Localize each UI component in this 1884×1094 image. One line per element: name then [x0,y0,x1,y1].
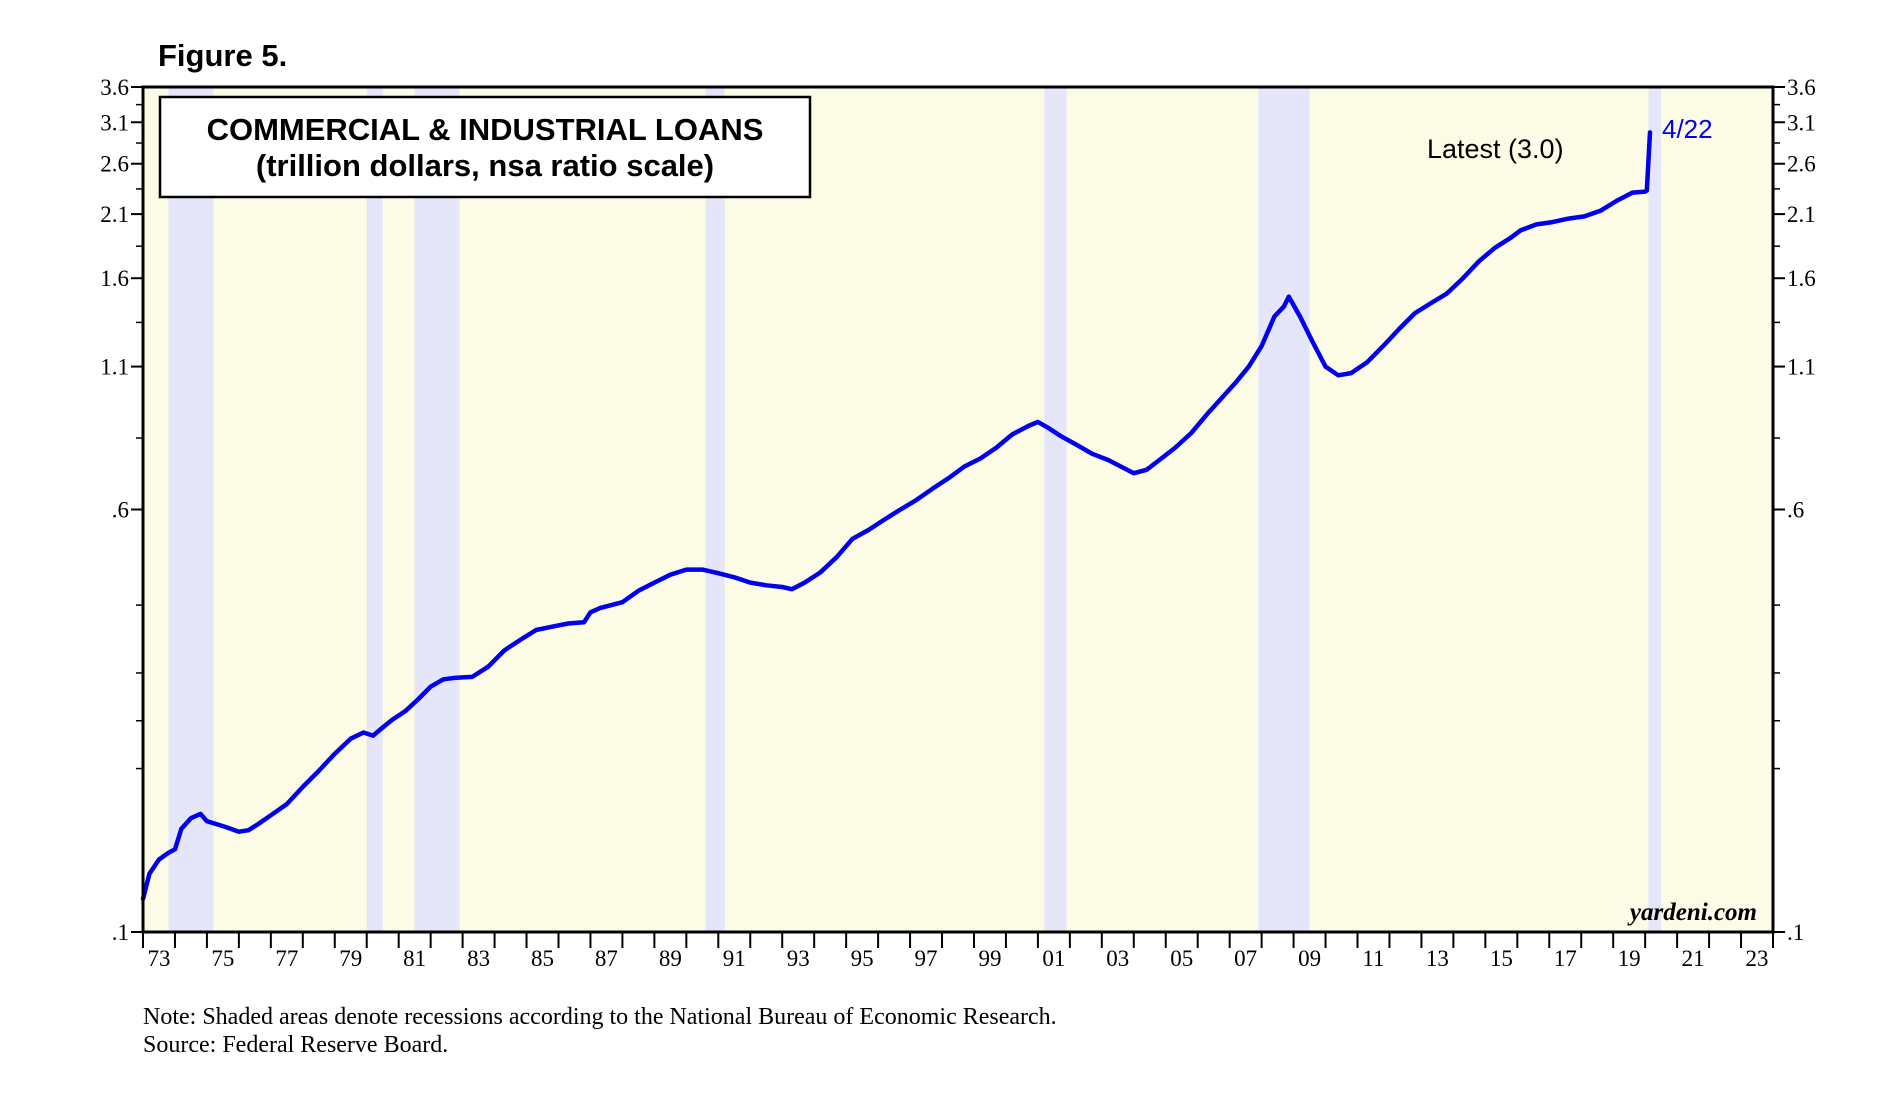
latest-date-label: 4/22 [1662,114,1713,144]
y-tick-label-right: 2.6 [1787,152,1816,177]
x-tick-label: 99 [978,946,1001,971]
x-tick-label: 03 [1106,946,1129,971]
x-tick-label: 21 [1682,946,1705,971]
x-tick-label: 17 [1554,946,1577,971]
x-tick-label: 91 [723,946,746,971]
y-tick-label-left: 1.1 [100,355,129,380]
chart-subtitle: (trillion dollars, nsa ratio scale) [256,148,714,183]
footnote-note: Note: Shaded areas denote recessions acc… [143,1004,1057,1030]
watermark: yardeni.com [1627,899,1757,926]
y-tick-label-right: .1 [1787,920,1804,945]
x-tick-label: 81 [403,946,426,971]
plot-frame [141,85,1775,934]
x-tick-label: 73 [147,946,170,971]
x-tick-label: 05 [1170,946,1193,971]
y-tick-label-left: 1.6 [100,266,129,291]
y-tick-label-left: 3.1 [100,110,129,135]
x-tick-label: 15 [1490,946,1513,971]
x-tick-label: 97 [915,946,938,971]
y-tick-label-right: 2.1 [1787,202,1816,227]
x-tick-label: 75 [211,946,234,971]
x-tick-label: 77 [275,946,298,971]
x-tick-label: 85 [531,946,554,971]
y-tick-label-right: 3.1 [1787,110,1816,135]
plot-background [143,87,1773,932]
x-tick-label: 93 [787,946,810,971]
recession-band [366,87,383,932]
y-tick-label-left: .6 [112,498,129,523]
y-tick-label-right: 3.6 [1787,75,1816,100]
axis-tick-labels: 3.6 3.6 3.1 3.1 2.6 2.6 2.1 2.1 1.6 1.6 1.1 1.1 .6 .6… [100,75,1816,971]
x-tick-label: 19 [1618,946,1641,971]
recession-band [705,87,725,932]
recession-band [414,87,460,932]
y-tick-label-left: 2.1 [100,202,129,227]
y-tick-label-left: 2.6 [100,152,129,177]
recession-band [168,87,214,932]
y-tick-label-left: 3.6 [100,75,129,100]
x-tick-label: 23 [1746,946,1769,971]
recession-band [1044,87,1067,932]
x-tick-label: 13 [1426,946,1449,971]
x-tick-label: 79 [339,946,362,971]
y-tick-label-right: .6 [1787,498,1804,523]
figure-label: Figure 5. [158,38,288,73]
footnote-source: Source: Federal Reserve Board. [143,1032,449,1058]
series-line [140,130,1653,902]
y-tick-label-right: 1.6 [1787,266,1816,291]
y-tick-label-right: 1.1 [1787,355,1816,380]
x-tick-label: 89 [659,946,682,971]
x-tick-label: 83 [467,946,490,971]
y-tick-label-left: .1 [112,920,129,945]
latest-value-label: Latest (3.0) [1427,134,1564,164]
recession-band [1258,87,1310,932]
x-tick-label: 87 [595,946,618,971]
chart-title: COMMERCIAL & INDUSTRIAL LOANS [207,112,764,147]
x-tick-label: 95 [851,946,874,971]
title-box [158,95,812,199]
x-tick-label: 07 [1234,946,1257,971]
x-tick-label: 11 [1362,946,1384,971]
recession-band [1648,87,1662,932]
x-tick-label: 01 [1042,946,1065,971]
recession-bands [168,87,1662,932]
x-tick-label: 09 [1298,946,1321,971]
